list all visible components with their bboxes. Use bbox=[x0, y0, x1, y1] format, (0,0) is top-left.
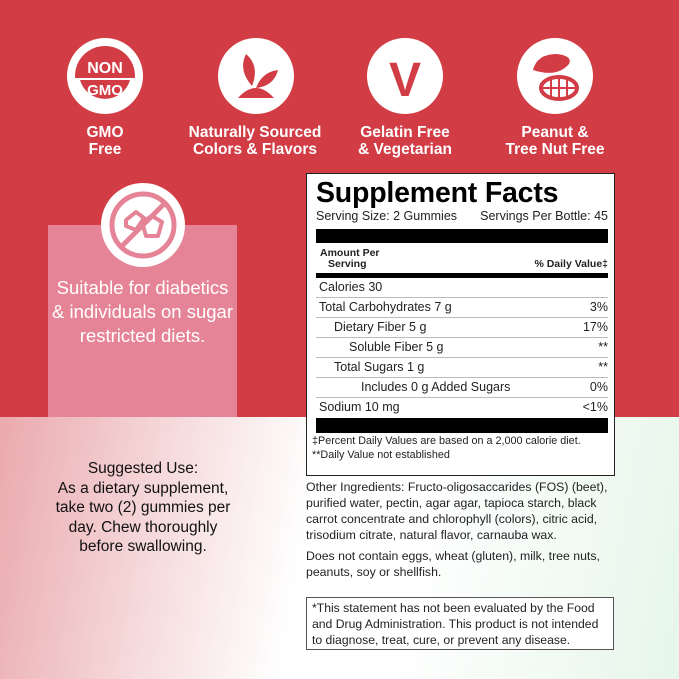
facts-row: Sodium 10 mg <1% bbox=[316, 398, 608, 418]
daily-value: 17% bbox=[582, 320, 608, 334]
fda-disclaimer: *This statement has not been evaluated b… bbox=[306, 597, 614, 650]
nutrient-name: Calories 30 bbox=[319, 280, 383, 294]
daily-value: ** bbox=[598, 360, 608, 374]
other-ingredients: Other Ingredients: Fructo-oligosaccaride… bbox=[306, 480, 608, 542]
svg-text:V: V bbox=[389, 54, 421, 104]
facts-row: Total Carbohydrates 7 g 3% bbox=[316, 298, 608, 318]
facts-row: Total Sugars 1 g ** bbox=[316, 358, 608, 378]
nutrient-name: Total Sugars 1 g bbox=[334, 360, 425, 374]
daily-value: ** bbox=[598, 340, 608, 354]
allergen-statement: Does not contain eggs, wheat (gluten), m… bbox=[306, 549, 600, 579]
nut-icon bbox=[517, 38, 593, 114]
leaf-sprout-icon bbox=[218, 38, 294, 114]
nutrient-name: Dietary Fiber 5 g bbox=[334, 320, 427, 334]
non-text: NON bbox=[87, 60, 123, 77]
sugar-panel-text: Suitable for diabetics & individuals on … bbox=[52, 277, 233, 346]
suggested-use: Suggested Use: As a dietary supplement, … bbox=[48, 459, 238, 557]
servings-per-bottle: Servings Per Bottle: 45 bbox=[480, 209, 608, 223]
facts-row: Dietary Fiber 5 g 17% bbox=[316, 318, 608, 338]
suggested-use-text: As a dietary supplement, take two (2) gu… bbox=[55, 479, 231, 556]
badge-label-natural: Naturally Sourced Colors & Flavors bbox=[188, 124, 322, 158]
footnote-not-established: **Daily Value not established bbox=[312, 448, 450, 461]
nutrient-name: Total Carbohydrates 7 g bbox=[319, 300, 452, 314]
facts-row: Soluble Fiber 5 g ** bbox=[316, 338, 608, 358]
non-gmo-icon: NON GMO bbox=[67, 38, 143, 114]
suggested-use-title: Suggested Use: bbox=[87, 460, 199, 477]
serving-size: Serving Size: 2 Gummies bbox=[316, 209, 458, 223]
daily-value-header: % Daily Value‡ bbox=[534, 257, 608, 270]
serving-info: Serving Size: 2 Gummies Servings Per Bot… bbox=[316, 208, 608, 225]
daily-value: 0% bbox=[589, 380, 608, 394]
divider-bar bbox=[316, 229, 608, 243]
daily-value: <1% bbox=[582, 400, 608, 414]
other-ingredients-section: Other Ingredients: Fructo-oligosaccaride… bbox=[306, 479, 618, 585]
supplement-facts-panel: Supplement Facts Serving Size: 2 Gummies… bbox=[306, 173, 615, 476]
vegetarian-v-icon: V bbox=[367, 38, 443, 114]
nutrient-name: Includes 0 g Added Sugars bbox=[361, 380, 511, 394]
facts-title: Supplement Facts bbox=[316, 177, 559, 209]
daily-value: 3% bbox=[589, 300, 608, 314]
no-sugar-icon bbox=[101, 183, 185, 267]
badge-label-vegetarian: Gelatin Free & Vegetarian bbox=[358, 124, 452, 158]
footnote-dv: ‡Percent Daily Values are based on a 2,0… bbox=[312, 435, 581, 447]
nutrient-name: Sodium 10 mg bbox=[319, 400, 400, 414]
divider-bar bbox=[316, 418, 608, 433]
facts-header: Amount Per Serving % Daily Value‡ bbox=[316, 243, 608, 278]
facts-rows: Calories 30 Total Carbohydrates 7 g 3% Diet… bbox=[316, 278, 608, 418]
badge-label-nut-free: Peanut & Tree Nut Free bbox=[505, 124, 605, 158]
gmo-text: GMO bbox=[87, 82, 123, 99]
nutrient-name: Soluble Fiber 5 g bbox=[349, 340, 444, 354]
badge-label-gmo-free: GMO Free bbox=[86, 124, 124, 158]
facts-row: Calories 30 bbox=[316, 278, 608, 298]
facts-row: Includes 0 g Added Sugars 0% bbox=[316, 378, 608, 398]
